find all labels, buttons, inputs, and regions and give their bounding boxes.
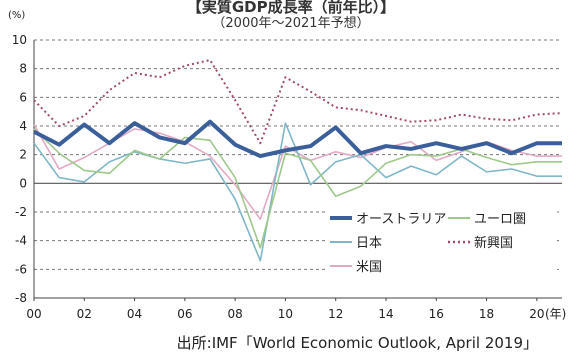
series-line-オーストラリア [33,119,562,159]
y-tick-label: 6 [19,90,27,104]
chart-title: 【実質GDP成長率（前年比）】 [186,0,396,16]
chart-subtitle: （2000年～2021年予想） [212,16,370,31]
y-axis-unit: (%) [8,10,25,21]
y-tick-label: -6 [15,262,27,276]
y-tick-label: 0 [19,176,27,190]
y-tick-label: 10 [12,33,27,47]
legend-label: ユーロ圏 [474,212,526,227]
x-tick-label: 18 [479,307,494,321]
series-lines [33,59,563,262]
legend-label: 日本 [356,236,382,251]
series-line-日本 [33,122,562,262]
legend-label: 新興国 [474,235,513,251]
x-tick-label: 06 [177,307,192,321]
series-line-ユーロ圏 [33,128,562,249]
y-tick-label: -2 [15,205,27,219]
legend-box [325,205,557,283]
x-tick-label: 04 [127,307,142,321]
y-tick-label: 2 [19,148,27,162]
y-tick-label: -8 [15,291,27,305]
x-tick-label: 20 [529,307,544,321]
y-tick-label: -4 [15,234,27,248]
x-tick-label: 02 [77,307,92,321]
legend-label: オーストラリア [356,212,446,227]
y-tick-label: 8 [19,62,27,76]
legend-label: 米国 [356,260,382,275]
series-line-新興国 [33,59,563,145]
x-tick-label: 10 [278,307,293,321]
x-tick-label: 08 [228,307,243,321]
x-axis-unit: (年) [545,307,566,321]
x-tick-label: 12 [328,307,343,321]
x-tick-label: 00 [26,307,41,321]
source-note: 出所:IMF「World Economic Outlook, April 201… [176,334,538,352]
x-tick-label: 14 [378,307,393,321]
x-tick-label: 16 [429,307,444,321]
y-tick-label: 4 [19,119,27,133]
